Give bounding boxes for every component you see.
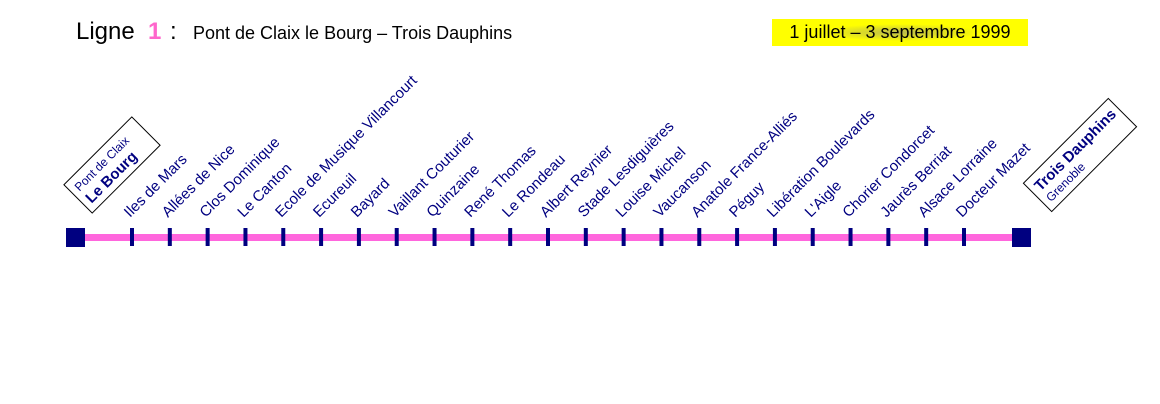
stop-tick (886, 228, 891, 246)
date: 1 juillet – 3 septembre 1999 (789, 22, 1010, 42)
stop-tick (130, 228, 134, 246)
stop-tick (432, 228, 437, 246)
stop-tick (659, 228, 664, 246)
stop-tick (583, 228, 588, 246)
separator: : (170, 18, 177, 45)
route: Pont de Claix le Bourg – Trois Dauphins (193, 23, 512, 43)
terminal-box (1022, 97, 1138, 213)
line-label: Ligne (76, 18, 135, 45)
stop-tick (924, 228, 929, 246)
end-terminal: Trois Dauphins Grenoble (1022, 97, 1138, 213)
stop-tick (243, 228, 248, 246)
stop-tick (962, 228, 966, 246)
stop-tick (205, 228, 210, 246)
stop-tick (356, 228, 361, 246)
stop-tick (848, 228, 853, 246)
stop-tick (470, 228, 475, 246)
stop-tick (546, 228, 550, 246)
stop-tick (394, 228, 399, 246)
date-box (772, 19, 1028, 46)
terminal-square (66, 228, 85, 247)
stop-tick (281, 228, 286, 246)
stop-tick (508, 228, 513, 246)
stop-tick (735, 228, 740, 246)
stop-tick (167, 228, 172, 246)
stop-tick (772, 228, 777, 246)
terminal-box (63, 116, 161, 214)
stop-tick (697, 228, 702, 246)
stop-tick (621, 228, 626, 246)
stop-tick (810, 228, 815, 246)
line-number: 1 (148, 18, 161, 45)
stop-tick (319, 228, 324, 246)
terminal-square (1012, 228, 1031, 247)
